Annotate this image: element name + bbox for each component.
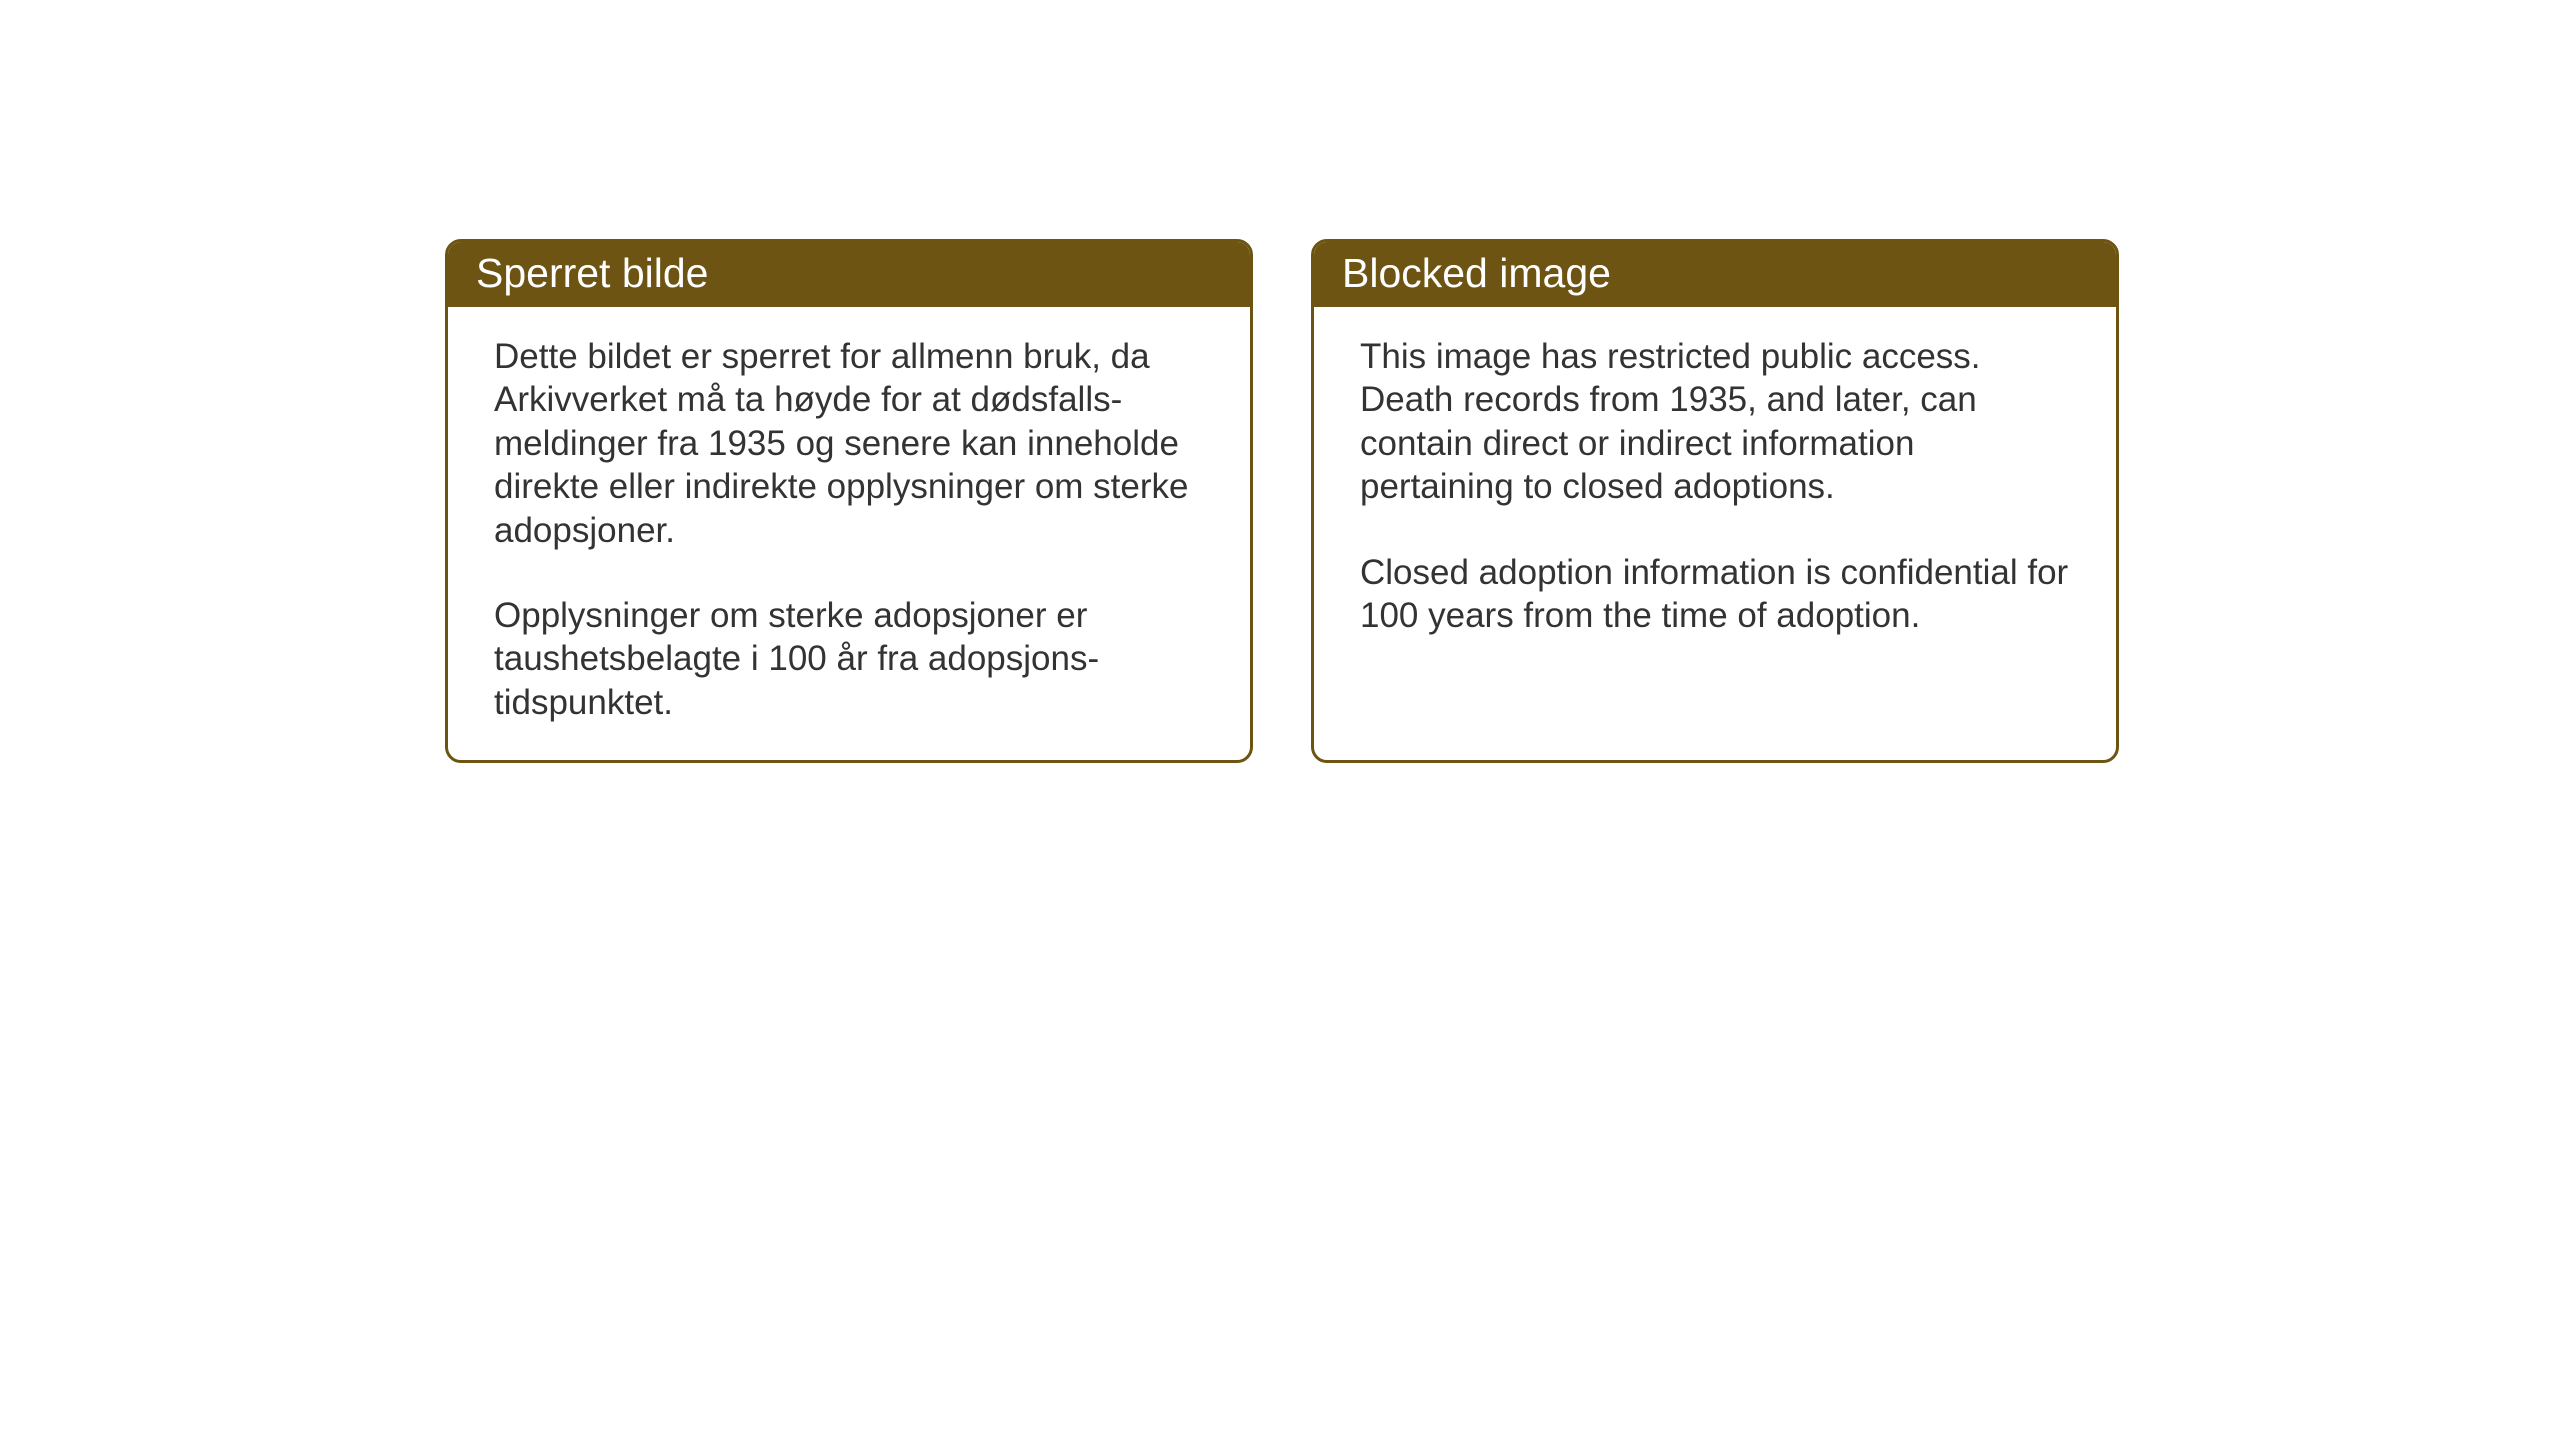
- card-paragraph-1-english: This image has restricted public access.…: [1360, 335, 2070, 509]
- card-header-norwegian: Sperret bilde: [448, 242, 1250, 307]
- card-paragraph-2-english: Closed adoption information is confident…: [1360, 551, 2070, 638]
- card-header-english: Blocked image: [1314, 242, 2116, 307]
- notice-card-norwegian: Sperret bilde Dette bildet er sperret fo…: [445, 239, 1253, 763]
- card-paragraph-1-norwegian: Dette bildet er sperret for allmenn bruk…: [494, 335, 1204, 552]
- card-body-english: This image has restricted public access.…: [1314, 307, 2116, 673]
- card-body-norwegian: Dette bildet er sperret for allmenn bruk…: [448, 307, 1250, 760]
- notice-card-english: Blocked image This image has restricted …: [1311, 239, 2119, 763]
- notice-cards-container: Sperret bilde Dette bildet er sperret fo…: [445, 239, 2119, 763]
- card-paragraph-2-norwegian: Opplysninger om sterke adopsjoner er tau…: [494, 594, 1204, 724]
